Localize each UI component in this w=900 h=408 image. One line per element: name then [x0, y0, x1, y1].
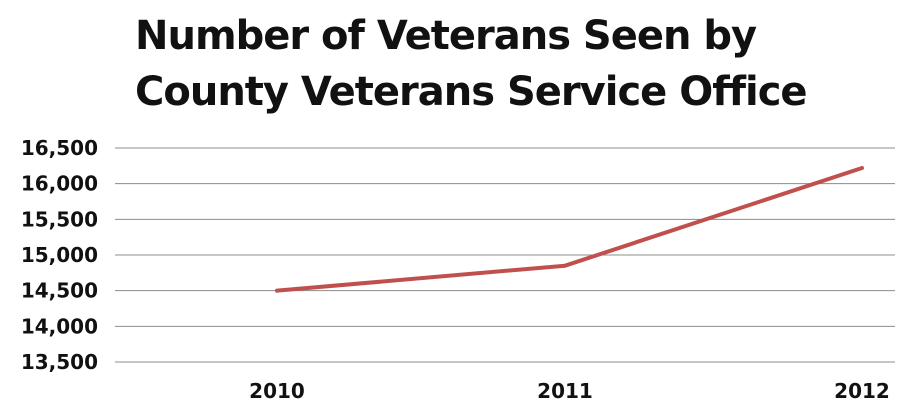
x-tick-label: 2011: [537, 379, 593, 403]
y-axis-tick-labels: 13,500 14,000 14,500 15,000 15,500 16,000 16,5…: [21, 136, 98, 374]
y-tick-label: 16,000: [21, 172, 98, 196]
series-line-0: [275, 165, 864, 293]
y-tick-label: 14,000: [21, 314, 98, 338]
chart-title-line-1: Number of Veterans Seen by: [135, 13, 757, 59]
gridlines: [115, 147, 895, 363]
y-tick-label: 16,500: [21, 136, 98, 160]
x-tick-label: 2010: [249, 379, 305, 403]
chart-title: Number of Veterans Seen by County Vetera…: [135, 8, 855, 120]
x-axis-tick-labels: 2010 2011 2012: [249, 379, 890, 403]
y-tick-label: 13,500: [21, 350, 98, 374]
chart-title-line-2: County Veterans Service Office: [135, 69, 808, 115]
series-group: [275, 165, 864, 293]
y-tick-label: 15,500: [21, 207, 98, 231]
y-tick-label: 14,500: [21, 279, 98, 303]
y-tick-label: 15,000: [21, 243, 98, 267]
x-tick-label: 2012: [834, 379, 890, 403]
